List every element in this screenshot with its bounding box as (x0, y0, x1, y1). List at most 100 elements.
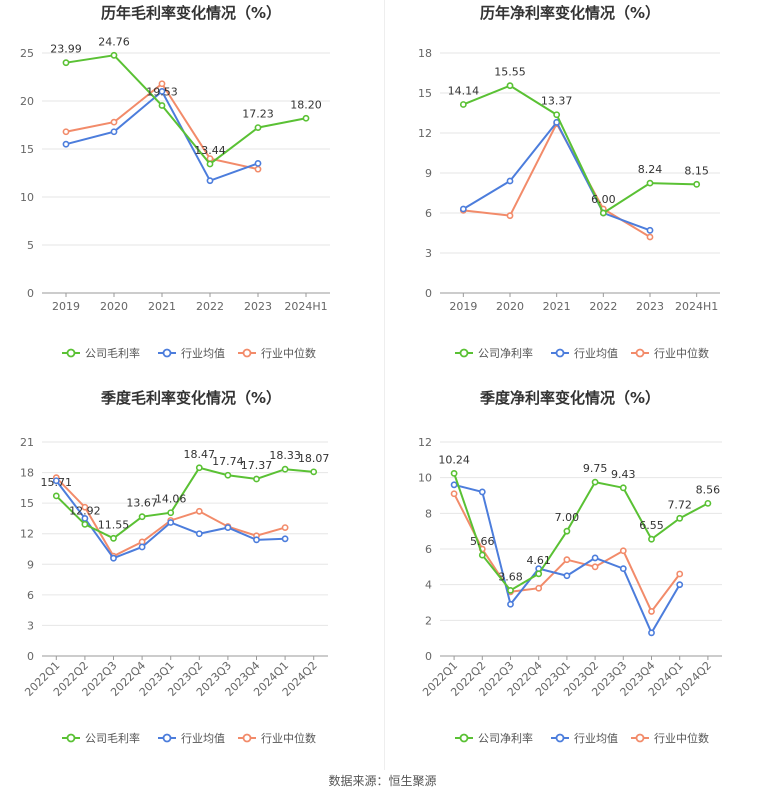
legend-swatch-marker (459, 733, 469, 743)
legend-swatch-marker (66, 348, 76, 358)
data-point (110, 554, 117, 562)
data-label: 11.55 (98, 518, 130, 531)
legend-label: 行业均值 (181, 347, 225, 360)
x-tick-label: 2024H1 (675, 300, 718, 313)
y-tick-label: 25 (20, 47, 34, 60)
legend-label: 行业均值 (181, 732, 225, 745)
data-point (281, 535, 289, 543)
legend-item: 公司净利率 (455, 731, 533, 745)
legend-item: 行业均值 (551, 732, 618, 745)
data-label: 18.33 (269, 449, 301, 462)
chart-panel-annual-net: 历年净利率变化情况（%） 0 3 6 9 12 15 18 2019 2020 2021 2022 20… (385, 0, 765, 385)
legend-item: 公司净利率 (455, 346, 533, 360)
y-tick-label: 12 (418, 436, 432, 449)
data-point (158, 88, 166, 95)
data-label: 7.00 (555, 511, 580, 524)
legend-label: 公司净利率 (478, 731, 533, 745)
data-point (553, 111, 561, 119)
data-label: 9.75 (583, 462, 608, 475)
data-point (62, 128, 70, 136)
data-label: 17.37 (241, 459, 273, 472)
legend-swatch-marker (635, 733, 645, 743)
data-label: 9.43 (611, 468, 636, 481)
chart-panel-quarterly-gross: 季度毛利率变化情况（%） 0 3 6 9 12 15 18 21 2022Q1 2022Q2 2022… (0, 385, 382, 770)
data-point (224, 524, 232, 531)
y-tick-label: 10 (20, 191, 34, 204)
legend-item: 行业均值 (158, 347, 225, 360)
data-point (693, 180, 701, 188)
legend-swatch-marker (162, 733, 172, 743)
legend-item: 行业中位数 (238, 346, 316, 360)
data-point (195, 464, 203, 472)
data-point (138, 513, 146, 521)
y-tick-label: 2 (425, 614, 432, 627)
chart-title: 季度净利率变化情况（%） (480, 389, 660, 407)
data-point (563, 556, 571, 564)
y-tick-label: 15 (418, 87, 432, 100)
data-point (535, 584, 543, 592)
data-point (52, 492, 60, 500)
data-point (253, 536, 260, 544)
data-point (450, 481, 458, 489)
data-point (599, 209, 607, 217)
data-point (254, 165, 262, 173)
data-label: 14.14 (448, 84, 480, 97)
legend-swatch-marker (555, 348, 565, 358)
data-label: 24.76 (98, 35, 130, 48)
y-tick-label: 0 (27, 287, 34, 300)
y-tick-label: 5 (27, 239, 34, 252)
data-label: 3.68 (498, 570, 523, 583)
chart-panel-quarterly-net: 季度净利率变化情况（%） 0 2 4 6 8 10 12 2022Q1 2022Q2 2022Q3 2… (385, 385, 765, 770)
legend-swatch-marker (66, 733, 76, 743)
data-point (310, 468, 318, 476)
data-point (254, 159, 262, 167)
chart-title: 历年净利率变化情况（%） (480, 4, 660, 22)
data-label: 8.56 (696, 483, 721, 496)
x-tick-label: 2024H1 (284, 300, 327, 313)
x-tick-label: 2022 (196, 300, 224, 313)
legend-item: 行业中位数 (631, 731, 709, 745)
y-tick-label: 3 (425, 247, 432, 260)
data-point (167, 509, 175, 517)
y-tick-label: 0 (425, 287, 432, 300)
y-tick-label: 12 (20, 528, 34, 541)
legend-item: 行业中位数 (631, 346, 709, 360)
data-point (646, 233, 654, 241)
data-point (62, 140, 70, 148)
data-label: 8.15 (684, 164, 709, 177)
x-tick-label: 2020 (496, 300, 524, 313)
legend-item: 行业均值 (158, 732, 225, 745)
data-label: 17.74 (212, 455, 244, 468)
data-point (110, 534, 117, 542)
x-tick-label: 2020 (100, 300, 128, 313)
data-point (648, 608, 655, 615)
data-point (648, 629, 655, 637)
data-point (507, 600, 514, 608)
data-point (646, 226, 654, 234)
legend-swatch-marker (242, 733, 252, 743)
legend-item: 行业均值 (551, 347, 618, 360)
data-point (676, 570, 684, 578)
legend-item: 行业中位数 (238, 731, 316, 745)
data-point (195, 530, 203, 538)
y-tick-label: 15 (20, 497, 34, 510)
data-label: 15.55 (494, 66, 526, 79)
y-tick-label: 6 (425, 207, 432, 220)
data-point (167, 519, 175, 526)
quarterly-net-margin-chart: 季度净利率变化情况（%）0246810122022Q12022Q22022Q32… (418, 389, 722, 745)
y-tick-label: 6 (425, 543, 432, 556)
legend-swatch-marker (555, 733, 565, 743)
data-point (206, 177, 214, 185)
data-point (450, 469, 458, 477)
data-label: 5.66 (470, 535, 495, 548)
legend-label: 公司毛利率 (85, 731, 140, 745)
legend-swatch-marker (242, 348, 252, 358)
y-tick-label: 8 (425, 507, 432, 520)
x-tick-label: 2023 (244, 300, 272, 313)
data-label: 13.67 (126, 497, 158, 510)
chart-panel-annual-gross: 历年毛利率变化情况（%） 0 5 10 15 20 25 2019 2020 2021 2022 20… (0, 0, 382, 385)
data-point (676, 514, 684, 522)
data-point (138, 543, 146, 551)
series-line (55, 466, 314, 540)
data-label: 18.20 (290, 98, 322, 111)
